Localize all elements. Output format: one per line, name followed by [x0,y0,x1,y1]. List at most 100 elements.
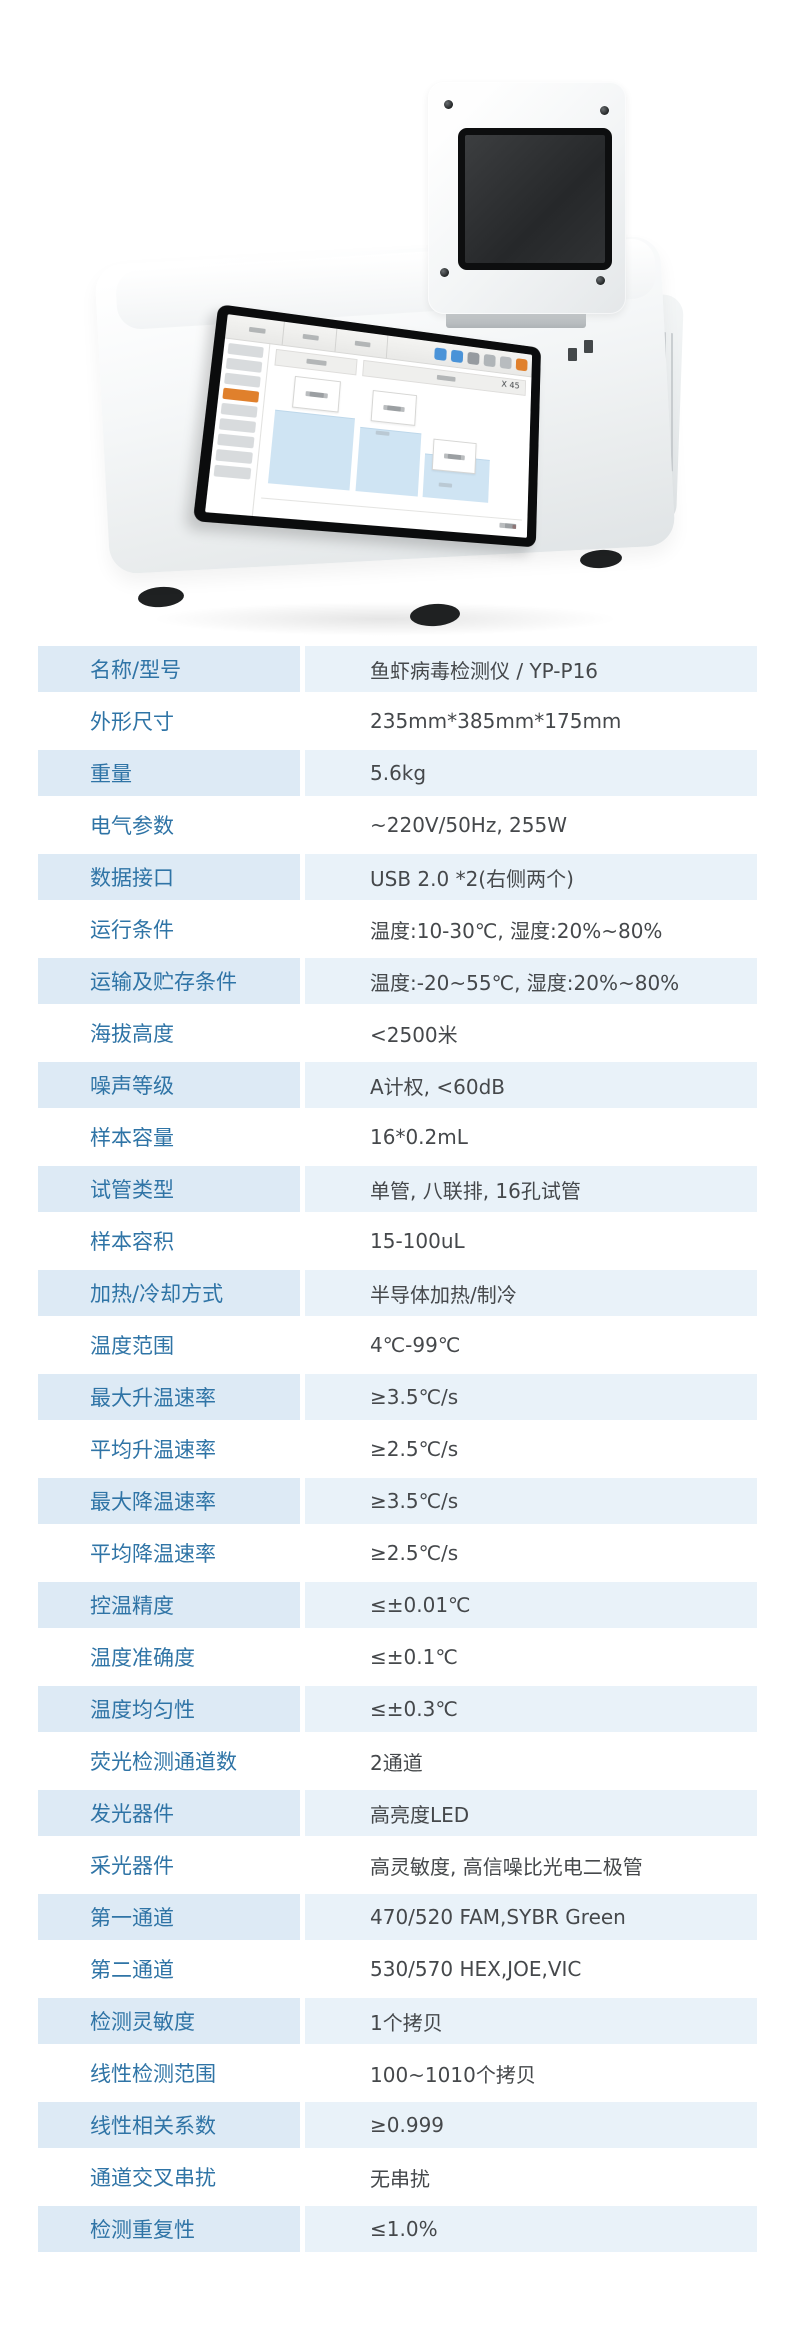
screw-icon [440,268,449,277]
screen-add-button-icon [434,346,447,361]
spec-value: 235mm*385mm*175mm [370,709,622,733]
spec-value: ≥2.5℃/s [370,1541,459,1565]
spec-value: 半导体加热/制冷 [305,1270,757,1316]
spec-label: 运输及贮存条件 [38,958,300,1004]
spec-row: 第二通道 530/570 HEX,JOE,VIC [38,1946,757,1992]
spec-label: 检测重复性 [38,2206,300,2252]
spec-label: 第一通道 [38,1894,300,1940]
spec-row: 最大升温速率 ≥3.5℃/s [38,1374,757,1420]
rubber-foot [409,602,461,628]
spec-label: 线性相关系数 [38,2102,300,2148]
spec-value: ≤±0.01℃ [305,1582,757,1628]
spec-value: 1个拷贝 [305,1998,757,2044]
spec-label: 电气参数 [90,814,174,838]
temperature-step-box [432,438,477,475]
spec-row: 样本容积 15-100uL [38,1218,757,1264]
rubber-foot [579,548,623,570]
spec-label: 检测灵敏度 [38,1998,300,2044]
spec-value: ≤1.0% [305,2206,757,2252]
temperature-step-box [292,375,342,413]
spec-row: 荧光检测通道数 2通道 [38,1738,757,1784]
spec-label: 最大升温速率 [38,1374,300,1420]
spec-value: 100~1010个拷贝 [370,2062,536,2087]
screen-save-button-icon [450,349,464,363]
spec-label: 外形尺寸 [90,710,174,734]
time-text-placeholder [387,404,402,412]
spec-value: ≤±0.3℃ [305,1686,757,1732]
spec-label: 通道交叉串扰 [90,2166,216,2190]
spec-value: 鱼虾病毒检测仪 / YP-P16 [305,646,757,692]
spec-table: 名称/型号 鱼虾病毒检测仪 / YP-P16 外形尺寸 235mm*385mm*… [38,646,757,2258]
spec-value: <2500米 [370,1022,458,1047]
spec-label: 温度准确度 [90,1646,195,1670]
spec-value: USB 2.0 *2(右侧两个) [305,854,757,900]
spec-row: 温度准确度 ≤±0.1℃ [38,1634,757,1680]
spec-row: 加热/冷却方式 半导体加热/制冷 [38,1270,757,1316]
spec-value: A计权, <60dB [305,1062,757,1108]
spec-row: 运输及贮存条件 温度:-20~55℃, 湿度:20%~80% [38,958,757,1004]
screen-main-area: X 45 [253,344,532,538]
spec-value: 4℃-99℃ [370,1333,461,1357]
spec-label: 最大降温速率 [38,1478,300,1524]
spec-label: 控温精度 [38,1582,300,1628]
spec-label: 平均升温速率 [90,1438,216,1462]
sidebar-item [225,357,263,373]
spec-row: 外形尺寸 235mm*385mm*175mm [38,698,757,744]
spec-label: 温度均匀性 [38,1686,300,1732]
spec-value: 单管, 八联排, 16孔试管 [305,1166,757,1212]
spec-label: 第二通道 [90,1958,174,1982]
spec-value: 温度:10-30℃, 湿度:20%~80% [370,918,663,943]
spec-row: 温度范围 4℃-99℃ [38,1322,757,1368]
spec-row: 通道交叉串扰 无串扰 [38,2154,757,2200]
temperature-step-box [370,390,418,427]
spec-value: ≥3.5℃/s [305,1374,757,1420]
spec-label: 线性检测范围 [90,2062,216,2086]
spec-row: 控温精度 ≤±0.01℃ [38,1582,757,1628]
spec-value: 高亮度LED [305,1790,757,1836]
sidebar-item-active [222,387,260,403]
status-text-placeholder [504,523,517,530]
spec-row: 样本容量 16*0.2mL [38,1114,757,1160]
touchscreen: X 45 [192,304,542,548]
tab-text-placeholder [354,340,371,347]
spec-label: 噪声等级 [38,1062,300,1108]
spec-label: 发光器件 [38,1790,300,1836]
pcr-device: X 45 [94,82,684,642]
spec-row: 线性检测范围 100~1010个拷贝 [38,2050,757,2096]
lid-hinge [446,310,586,328]
spec-row: 海拔高度 <2500米 [38,1010,757,1056]
spec-row: 温度均匀性 ≤±0.3℃ [38,1686,757,1732]
spec-label: 名称/型号 [38,646,300,692]
screen-tool-button-icon [499,355,512,369]
spec-value: ≥0.999 [305,2102,757,2148]
spec-value: 15-100uL [370,1229,465,1253]
spec-value: 高灵敏度, 高信噪比光电二极管 [370,1854,643,1879]
spec-label: 数据接口 [38,854,300,900]
spec-row: 检测灵敏度 1个拷贝 [38,1998,757,2044]
time-text-placeholder [309,391,325,398]
spec-row: 线性相关系数 ≥0.999 [38,2102,757,2148]
screw-icon [596,276,605,285]
spec-value: ~220V/50Hz, 255W [370,813,568,837]
spec-value: 470/520 FAM,SYBR Green [305,1894,757,1940]
spec-row: 第一通道 470/520 FAM,SYBR Green [38,1894,757,1940]
spec-row: 平均升温速率 ≥2.5℃/s [38,1426,757,1472]
spec-row: 重量 5.6kg [38,750,757,796]
spec-label: 采光器件 [90,1854,174,1878]
sidebar-item [227,342,264,359]
spec-label: 重量 [38,750,300,796]
spec-label: 试管类型 [38,1166,300,1212]
time-text-placeholder [448,453,462,460]
spec-row: 数据接口 USB 2.0 *2(右侧两个) [38,854,757,900]
spec-value: 530/570 HEX,JOE,VIC [370,1957,582,1981]
tab-text-placeholder [302,333,319,341]
screw-icon [600,106,609,115]
spec-value: ≤±0.1℃ [370,1645,458,1669]
cycle-count-label: X 45 [501,380,520,392]
device-lid [428,82,626,314]
spec-value: ≥2.5℃/s [370,1437,459,1461]
spec-row: 平均降温速率 ≥2.5℃/s [38,1530,757,1576]
spec-value: ≥3.5℃/s [305,1478,757,1524]
header-text-placeholder [436,374,456,382]
screen-run-button-icon [515,357,528,371]
